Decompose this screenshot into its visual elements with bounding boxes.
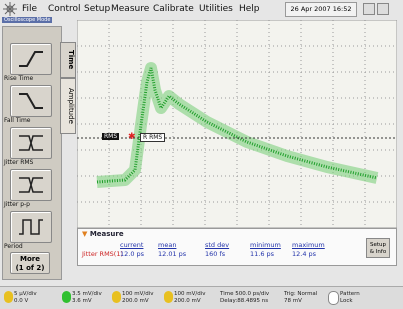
label: Pattern	[340, 291, 360, 298]
rise-time-button[interactable]	[10, 43, 52, 75]
icon	[11, 44, 51, 74]
more-page: (1 of 2)	[11, 264, 49, 273]
button-label: & Info	[367, 249, 389, 256]
offset: 200.0 mV	[122, 298, 154, 305]
setup-info-button[interactable]: Setup& Info	[366, 238, 390, 258]
tab[interactable]: Time	[60, 42, 76, 78]
jitter-pp-button[interactable]	[10, 169, 52, 201]
measure-title-text: Measure	[90, 230, 124, 238]
column-header: minimum	[250, 241, 281, 249]
channel-chip[interactable]	[62, 291, 71, 303]
collapse-arrow[interactable]: ▼	[82, 230, 87, 238]
offset: 0.0 V	[14, 298, 37, 305]
menu-item[interactable]: Measure	[111, 4, 149, 14]
pattern-lock-chip[interactable]	[328, 291, 339, 305]
timebase: Time 500.0 ps/div	[220, 291, 269, 298]
icon	[11, 212, 51, 242]
scale: 5 µV/div	[14, 291, 37, 298]
menu-item[interactable]: Calibrate	[153, 4, 194, 14]
offset: 3.6 mV	[72, 298, 102, 305]
measurement-value: 160 fs	[205, 250, 225, 258]
scope-display	[77, 20, 397, 228]
measurement-value: 12.0 ps	[120, 250, 144, 258]
button-label: Rise Time	[4, 75, 58, 82]
column-header: mean	[158, 241, 176, 249]
app-icon[interactable]	[3, 2, 17, 16]
trigger-mode: Trig: Normal	[284, 291, 317, 298]
icon	[11, 170, 51, 200]
menu-item[interactable]: File	[22, 4, 37, 14]
measurement-value: 12.4 ps	[292, 250, 316, 258]
column-header: maximum	[292, 241, 325, 249]
label: Lock	[340, 298, 360, 305]
trigger-level: 78 mV	[284, 298, 317, 305]
column-header: current	[120, 241, 143, 249]
marker-cross: ✱	[128, 132, 136, 142]
delay: Delay:88.4895 ns	[220, 298, 269, 305]
fall-time-button[interactable]	[10, 85, 52, 117]
scale: 100 mV/div	[122, 291, 154, 298]
channel-chip[interactable]	[4, 291, 13, 303]
marker-label: RMS	[102, 133, 119, 140]
datetime: 26 Apr 2007 16:52	[285, 2, 357, 17]
button-label: Fall Time	[4, 117, 58, 124]
marker-label: R RMS	[140, 133, 165, 142]
offset: 200.0 mV	[174, 298, 206, 305]
button-label: Period	[4, 243, 58, 250]
mode-label: Oscilloscope Mode	[2, 17, 52, 23]
button-label: Jitter p-p	[4, 201, 58, 208]
menu-item[interactable]: Utilities	[199, 4, 233, 14]
scale: 3.5 mV/div	[72, 291, 102, 298]
menu-item[interactable]: Setup	[84, 4, 110, 14]
measure-title: ▼ Measure	[82, 230, 124, 238]
scale: 100 mV/div	[174, 291, 206, 298]
screen: File Control Setup Measure Calibrate Uti…	[0, 0, 403, 308]
button-label: Jitter RMS	[4, 159, 58, 166]
tab[interactable]: Amplitude	[60, 78, 76, 134]
channel-chip[interactable]	[112, 291, 121, 303]
channel-chip[interactable]	[164, 291, 173, 303]
icon	[11, 128, 51, 158]
measurement-value: 11.6 ps	[250, 250, 274, 258]
menu-item[interactable]: Help	[239, 4, 260, 14]
measurement-name: Jitter RMS(1)	[82, 250, 123, 258]
more-button[interactable]: More(1 of 2)	[10, 252, 50, 274]
column-header: std dev	[205, 241, 229, 249]
period-button[interactable]	[10, 211, 52, 243]
menu-item[interactable]: Control	[48, 4, 81, 14]
jitter-rms-button[interactable]	[10, 127, 52, 159]
more-label: More	[11, 255, 49, 264]
icon	[11, 86, 51, 116]
measurement-value: 12.01 ps	[158, 250, 186, 258]
minimize-button[interactable]	[363, 3, 375, 15]
close-button[interactable]	[377, 3, 389, 15]
button-label: Setup	[367, 242, 389, 249]
